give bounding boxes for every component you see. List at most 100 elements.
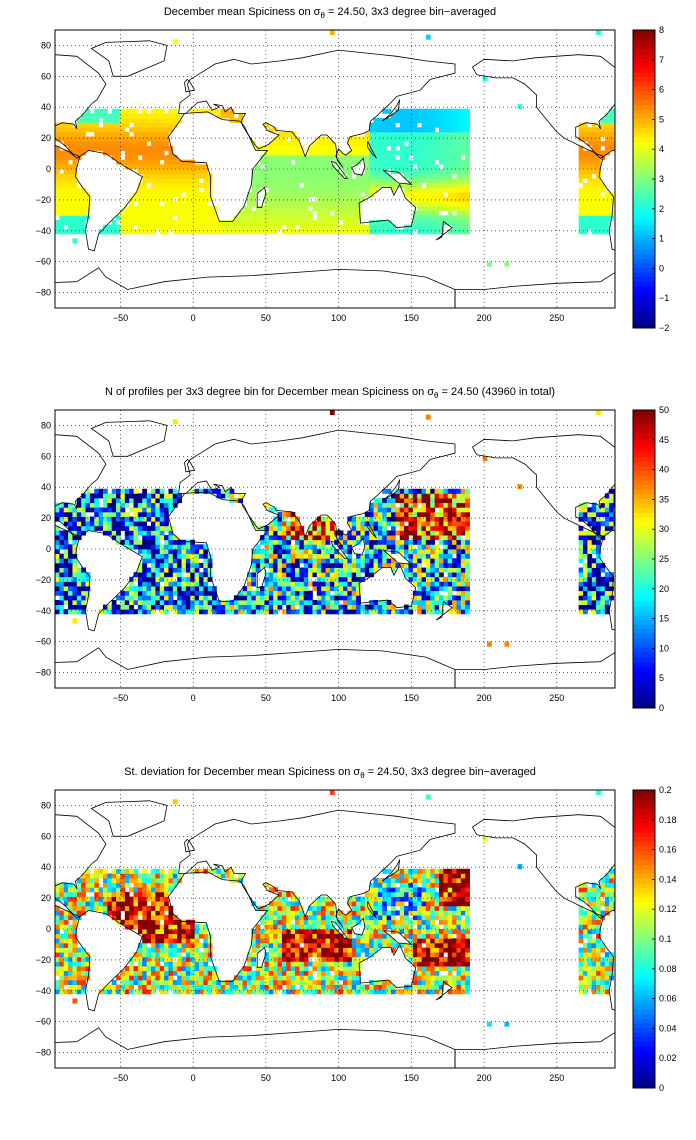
grid [55, 30, 615, 308]
colorbar-tick-label: 0.04 [659, 1023, 677, 1033]
colorbar-tick-label: 45 [659, 435, 669, 445]
y-tick-label: −40 [36, 226, 51, 236]
y-tick-label: 40 [41, 862, 51, 872]
profile-count-panel: N of profiles per 3x3 degree bin for Dec… [0, 380, 696, 760]
colorbar-tick-label: 0.12 [659, 904, 677, 914]
y-tick-label: −80 [36, 1048, 51, 1058]
std-deviation-panel: St. deviation for December mean Spicines… [0, 760, 696, 1140]
y-tick-label: 40 [41, 482, 51, 492]
x-tick-label: −50 [113, 693, 128, 703]
x-tick-label: 100 [331, 313, 346, 323]
colorbar-tick-label: 0.14 [659, 874, 677, 884]
colorbar [632, 409, 656, 709]
x-tick-label: 0 [191, 1073, 196, 1083]
y-tick-label: −40 [36, 986, 51, 996]
colorbar-tick-label: 6 [659, 85, 664, 95]
axes-frame [54, 29, 616, 309]
colorbar [632, 789, 656, 1089]
x-tick-label: 0 [191, 693, 196, 703]
coastlines [55, 40, 615, 308]
colorbar-tick-label: 20 [659, 584, 669, 594]
colorbar-tick-label: 0.18 [659, 815, 677, 825]
colorbar-tick-label: 50 [659, 405, 669, 415]
colorbar-tick-label: 10 [659, 643, 669, 653]
x-tick-label: 150 [404, 313, 419, 323]
x-tick-label: 0 [191, 313, 196, 323]
y-tick-label: −60 [36, 637, 51, 647]
colorbar-tick-label: 8 [659, 25, 664, 35]
y-tick-label: 80 [41, 800, 51, 810]
y-tick-label: −20 [36, 575, 51, 585]
std-deviation-title: St. deviation for December mean Spicines… [124, 766, 536, 781]
colorbar-tick-label: 3 [659, 174, 664, 184]
colorbar-tick-label: 30 [659, 524, 669, 534]
grid [55, 790, 615, 1068]
x-tick-label: 50 [261, 1073, 271, 1083]
y-tick-label: 0 [46, 544, 51, 554]
colorbar-tick-label: 0.2 [659, 785, 672, 795]
y-tick-label: −40 [36, 606, 51, 616]
y-tick-label: −80 [36, 668, 51, 678]
x-tick-label: 200 [477, 693, 492, 703]
colorbar-tick-label: 7 [659, 55, 664, 65]
colorbar-tick-label: 40 [659, 465, 669, 475]
colorbar-tick-label: 1 [659, 234, 664, 244]
colorbar-tick-label: −2 [659, 323, 669, 333]
axes-frame [54, 789, 616, 1069]
y-tick-label: 20 [41, 513, 51, 523]
spiciness-title: December mean Spiciness on σθ = 24.50, 3… [163, 6, 497, 21]
spiciness-panel: December mean Spiciness on σθ = 24.50, 3… [0, 0, 696, 380]
x-tick-label: 200 [477, 1073, 492, 1083]
colorbar-tick-label: 5 [659, 673, 664, 683]
y-tick-label: 20 [41, 893, 51, 903]
x-tick-label: 150 [404, 1073, 419, 1083]
y-tick-label: −80 [36, 288, 51, 298]
x-tick-label: 250 [549, 1073, 564, 1083]
x-tick-label: 50 [261, 693, 271, 703]
y-tick-label: −60 [36, 1017, 51, 1027]
colorbar-tick-label: 0.08 [659, 964, 677, 974]
colorbar-tick-label: 5 [659, 114, 664, 124]
colorbar-tick-label: 25 [659, 554, 669, 564]
y-tick-label: 0 [46, 924, 51, 934]
y-tick-label: 80 [41, 40, 51, 50]
x-tick-label: 250 [549, 313, 564, 323]
colorbar-tick-label: 0.02 [659, 1053, 677, 1063]
x-tick-label: 200 [477, 313, 492, 323]
x-tick-label: 100 [331, 1073, 346, 1083]
colorbar-tick-label: 0.16 [659, 845, 677, 855]
map-cells [55, 790, 615, 1027]
y-tick-label: 0 [46, 164, 51, 174]
colorbar-tick-label: 15 [659, 614, 669, 624]
y-tick-label: 80 [41, 420, 51, 430]
map-cells [55, 410, 615, 647]
y-tick-label: 60 [41, 71, 51, 81]
colorbar [632, 29, 656, 329]
coastlines [55, 420, 615, 688]
colorbar-tick-label: 0.1 [659, 934, 672, 944]
std-deviation-map: −50 0 50 100 150 200 250806040200−20−40−60−800… [36, 785, 677, 1093]
y-tick-label: 60 [41, 831, 51, 841]
x-tick-label: 50 [261, 313, 271, 323]
grid [55, 410, 615, 688]
y-tick-label: 20 [41, 133, 51, 143]
x-tick-label: 100 [331, 693, 346, 703]
y-tick-label: −60 [36, 257, 51, 267]
colorbar-tick-label: 0.06 [659, 994, 677, 1004]
colorbar-tick-label: 0 [659, 703, 664, 713]
colorbar-tick-label: 4 [659, 144, 664, 154]
y-tick-label: −20 [36, 195, 51, 205]
colorbar-tick-label: 35 [659, 494, 669, 504]
coastlines [55, 800, 615, 1068]
y-tick-label: −20 [36, 955, 51, 965]
x-tick-label: −50 [113, 313, 128, 323]
colorbar-tick-label: 0 [659, 1083, 664, 1093]
colorbar-tick-label: −1 [659, 293, 669, 303]
x-tick-label: 150 [404, 693, 419, 703]
y-tick-label: 40 [41, 102, 51, 112]
x-tick-label: 250 [549, 693, 564, 703]
spiciness-map: −50 0 50 100 150 200 250806040200−20−40−60−808… [36, 25, 670, 333]
map-cells [55, 30, 615, 267]
axes-frame [54, 409, 616, 689]
profile-count-title: N of profiles per 3x3 degree bin for Dec… [105, 386, 555, 401]
